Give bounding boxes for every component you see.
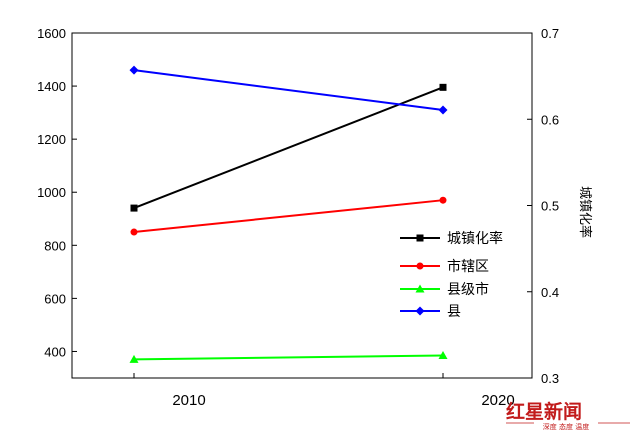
left-tick-label: 1200 [37,132,66,147]
data-point [439,196,447,204]
watermark-sub: 深度 态度 温度 [543,422,589,431]
right-tick-label: 0.5 [541,199,559,214]
data-point [129,65,139,75]
x-tick-label: 2010 [172,392,205,409]
right-axis: 0.3 0.4 0.5 0.6 0.7 [527,26,559,386]
left-tick-label: 600 [44,291,66,306]
legend-swatch-marker [415,284,425,293]
series-diamond [129,65,448,115]
series-line [133,199,444,234]
data-point [438,105,448,115]
series-line [133,86,444,210]
right-tick-label: 0.3 [541,371,559,386]
right-axis-label: 城镇化率 [577,186,593,238]
series-line [133,69,444,111]
x-axis: 2010 2020 [133,373,515,409]
legend-swatch-marker [416,262,424,270]
left-tick-label: 800 [44,238,66,253]
data-point [129,354,139,363]
left-tick-label: 1600 [37,26,66,41]
legend-swatch-marker [416,234,424,242]
legend-label: 市辖区 [447,258,489,275]
watermark: 红星新闻 深度 态度 温度 [506,400,630,431]
right-tick-label: 0.7 [541,26,559,41]
legend-label: 县级市 [447,281,489,298]
x-tick-label: 2020 [481,392,514,409]
data-point [439,83,447,91]
right-tick-label: 0.6 [541,112,559,127]
left-tick-label: 1000 [37,185,66,200]
legend-label: 城镇化率 [447,230,503,247]
data-point [438,350,448,359]
series-circle [130,196,447,236]
legend-swatch-marker [415,306,425,316]
data-point [130,228,138,236]
legend-label: 县 [447,304,461,320]
data-point [130,204,138,212]
left-tick-label: 400 [44,344,66,359]
left-axis: 400 600 800 1000 1200 1400 1600 [37,26,77,359]
watermark-main: 红星新闻 [506,400,582,423]
left-tick-label: 1400 [37,79,66,94]
series-line [133,354,444,361]
series-group [129,65,448,363]
series-square [130,83,447,212]
right-tick-label: 0.4 [541,285,559,300]
series-triangle [129,350,448,363]
